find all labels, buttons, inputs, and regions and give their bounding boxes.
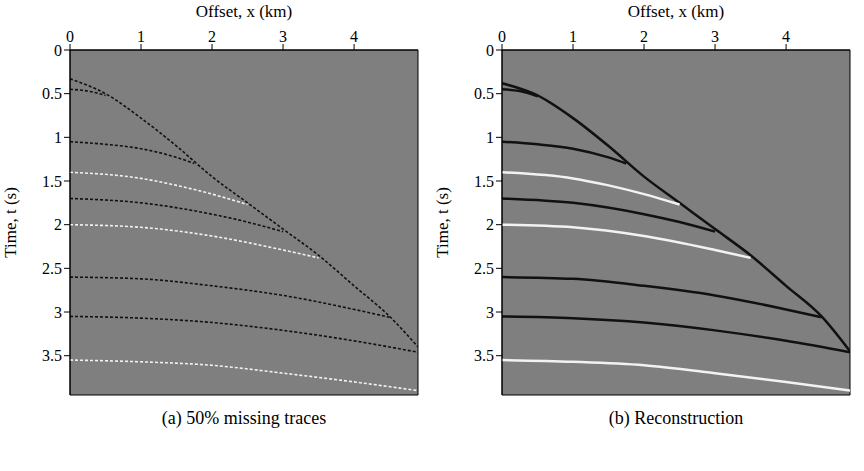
svg-text:1: 1 <box>137 28 145 45</box>
svg-text:3: 3 <box>711 28 719 45</box>
svg-text:2: 2 <box>486 216 494 233</box>
svg-text:2: 2 <box>208 28 216 45</box>
svg-text:0: 0 <box>54 42 62 59</box>
svg-text:3: 3 <box>486 304 494 321</box>
svg-text:0.5: 0.5 <box>42 85 62 102</box>
svg-text:Time, t (s): Time, t (s) <box>1 187 20 258</box>
svg-text:4: 4 <box>782 28 790 45</box>
svg-text:Time, t (s): Time, t (s) <box>433 187 452 258</box>
svg-text:Offset, x (km): Offset, x (km) <box>628 2 724 21</box>
svg-text:2.5: 2.5 <box>474 260 494 277</box>
svg-text:0: 0 <box>66 28 74 45</box>
html-text:(b) Reconstruction: (b) Reconstruction <box>608 408 744 428</box>
svg-text:0: 0 <box>486 42 494 59</box>
svg-text:1.5: 1.5 <box>42 173 62 190</box>
svg-text:3: 3 <box>279 28 287 45</box>
svg-text:4: 4 <box>350 28 358 45</box>
svg-text:3: 3 <box>54 304 62 321</box>
html-text:(a) 50% missing traces: (a) 50% missing traces <box>161 408 327 428</box>
svg-text:1: 1 <box>486 129 494 146</box>
svg-text:0: 0 <box>498 28 506 45</box>
svg-text:Offset, x (km): Offset, x (km) <box>196 2 292 21</box>
svg-text:1.5: 1.5 <box>474 173 494 190</box>
svg-text:3.5: 3.5 <box>474 347 494 364</box>
svg-text:2: 2 <box>54 216 62 233</box>
svg-text:2.5: 2.5 <box>42 260 62 277</box>
svg-text:0.5: 0.5 <box>474 85 494 102</box>
svg-text:1: 1 <box>569 28 577 45</box>
svg-text:3.5: 3.5 <box>42 347 62 364</box>
svg-text:2: 2 <box>640 28 648 45</box>
svg-text:1: 1 <box>54 129 62 146</box>
